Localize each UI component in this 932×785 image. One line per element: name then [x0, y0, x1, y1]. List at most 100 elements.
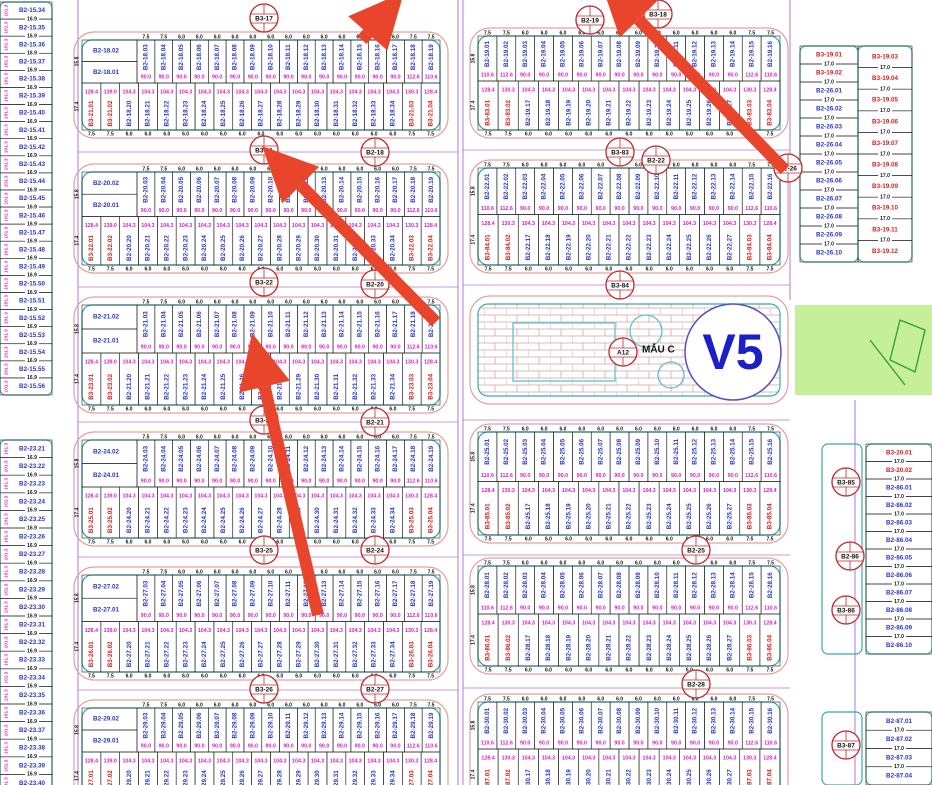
lot-label: B2-15.52 — [19, 315, 45, 322]
lot-area: 101.3 — [3, 243, 9, 255]
lot-label: B3-19.12 — [872, 248, 898, 255]
lot-area: 90.0 — [652, 72, 662, 78]
lot-frontage: 6.0 — [182, 539, 189, 545]
strip-width-label: 16.9 — [27, 737, 37, 743]
lot-area: 90.0 — [372, 208, 382, 214]
lot-label: B2-28.03 — [522, 572, 529, 598]
lot-frontage: 6.0 — [276, 539, 283, 545]
lot-area: 110.6 — [425, 613, 438, 619]
lot-label: B2-15.54 — [19, 349, 45, 356]
lot-area: 101.3 — [3, 226, 9, 238]
lot-label: B2-28.12 — [692, 572, 699, 598]
lot-area: 104.3 — [311, 493, 324, 499]
lot-area: 104.3 — [703, 620, 716, 626]
lot-area: 104.3 — [367, 89, 380, 95]
lot-frontage: 6.0 — [295, 673, 302, 679]
lot-label: B2-22.23 — [646, 234, 653, 260]
lot-frontage: 6.0 — [565, 536, 572, 542]
lot-area: 128.4 — [481, 87, 494, 93]
lot-area: 90.0 — [671, 605, 681, 611]
lot-label: B2-22.09 — [635, 173, 642, 199]
lot-frontage: 6.0 — [178, 166, 185, 172]
lot-frontage: 6.0 — [646, 536, 653, 542]
dimension-label-bg — [25, 525, 39, 531]
lot-frontage: 6.0 — [605, 536, 612, 542]
lot-frontage: 6.0 — [321, 434, 328, 440]
lot-area: 90.0 — [671, 740, 681, 746]
lot-area: 104.3 — [330, 493, 343, 499]
strip-width-label: 17.0 — [824, 61, 834, 67]
lot-label: B2-29.16 — [374, 712, 381, 738]
lot-frontage: 6.0 — [214, 34, 221, 40]
lot-frontage: 6.0 — [201, 406, 208, 412]
strip-width-label: 17.0 — [824, 169, 834, 175]
lot-label: B2-22.06 — [578, 173, 585, 199]
strip-width-label: 16.9 — [27, 16, 37, 22]
lot-area: 139.0 — [104, 628, 117, 634]
strip-width-label: 17.0 — [824, 115, 834, 121]
lot-area: 101.3 — [3, 261, 9, 273]
lot-area: 101.3 — [3, 295, 9, 307]
lot-label: B2-24.30 — [314, 507, 321, 533]
lot-label: B2-18.03 — [143, 44, 150, 70]
strip-width-label: 16.9 — [27, 290, 37, 296]
lot-marker: A12 — [608, 337, 638, 367]
lot-frontage: 7.5 — [748, 426, 755, 432]
dimension-label-bg — [25, 701, 39, 707]
lot-area: 101.3 — [3, 671, 9, 683]
lot-label: B2-15.48 — [19, 246, 45, 253]
lot-area: 104.3 — [643, 620, 656, 626]
dimension-label-bg — [892, 494, 906, 499]
depth-label: 17.4 — [74, 642, 80, 652]
lot-area: 104.3 — [273, 359, 286, 365]
lot-frontage: 6.0 — [392, 166, 399, 172]
lot-area: 90.0 — [319, 344, 329, 350]
lot-label: B2-27.16 — [374, 580, 381, 606]
lot-area: 90.0 — [283, 208, 293, 214]
dimension-label-bg — [25, 648, 39, 654]
depth-label: 17.4 — [470, 635, 476, 645]
strip-width-label: 16.9 — [27, 613, 37, 619]
lot-frontage: 6.0 — [285, 702, 292, 708]
lot-area: 104.3 — [254, 89, 267, 95]
lot-label: B2-20.07 — [214, 176, 221, 202]
lot-label: B2-29.29 — [295, 770, 302, 785]
lot-frontage: 6.0 — [276, 266, 283, 272]
dimension-label-bg — [822, 97, 836, 103]
lot-label: B2-21.32 — [352, 373, 359, 399]
dimension-label-bg — [892, 746, 906, 751]
lot-frontage: 6.0 — [249, 166, 256, 172]
lot-area: 130.3 — [743, 221, 756, 227]
lot-frontage: 7.5 — [88, 673, 95, 679]
lot-area: 130.3 — [743, 755, 756, 761]
arrow-shaft — [634, 15, 790, 175]
lot-frontage: 6.0 — [565, 131, 572, 137]
lot-area: 90.0 — [539, 206, 549, 212]
marker-label: B2-21 — [366, 420, 384, 427]
lot-label: B2-18.25 — [220, 100, 227, 126]
lot-frontage: 7.5 — [505, 667, 512, 673]
lot-label: B2-23.38 — [19, 745, 45, 752]
lot-area: 90.0 — [212, 74, 222, 80]
lot-label: B2-22.08 — [616, 173, 623, 199]
park-area: MẪU C V5 — [469, 295, 932, 405]
lot-area: 104.3 — [602, 221, 615, 227]
lot-area: 104.3 — [349, 758, 362, 764]
lot-area: 104.3 — [602, 620, 615, 626]
strip-width-label: 17.0 — [824, 79, 834, 85]
lot-frontage: 6.0 — [616, 560, 623, 566]
lot-label: B2-28.13 — [711, 572, 718, 598]
lot-frontage: 6.0 — [578, 162, 585, 168]
lot-frontage: 7.5 — [427, 266, 434, 272]
lot-area: 104.3 — [349, 493, 362, 499]
lot-frontage: 6.0 — [267, 569, 274, 575]
lot-label: B2-19.05 — [560, 41, 567, 67]
lot-label: B2-24.21 — [145, 507, 152, 533]
depth-label: 17.4 — [470, 769, 476, 779]
lot-frontage: 6.0 — [392, 434, 399, 440]
lot-label: B2-87.01 — [886, 718, 912, 725]
lot-label: B2-25.08 — [616, 438, 623, 464]
lot-area: 101.3 — [3, 601, 9, 613]
lot-label: B2-28.24 — [666, 634, 673, 660]
lot-frontage: 6.0 — [616, 696, 623, 702]
